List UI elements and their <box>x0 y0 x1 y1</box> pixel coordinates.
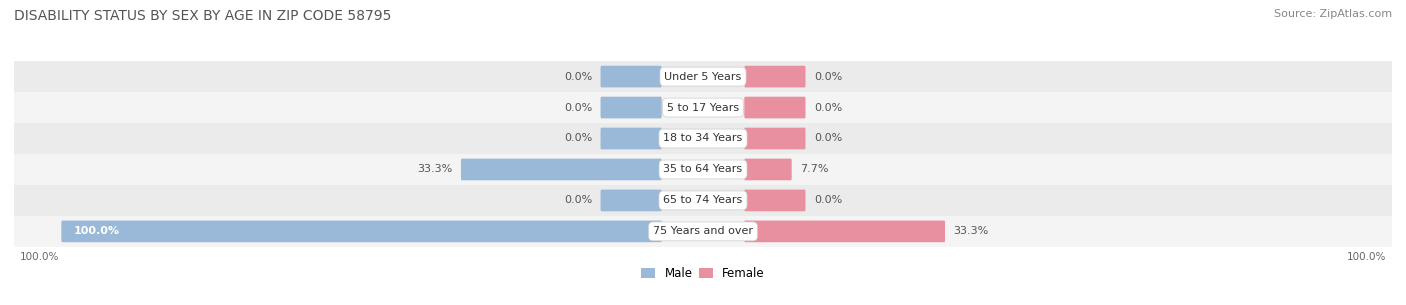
FancyBboxPatch shape <box>744 221 945 242</box>
FancyBboxPatch shape <box>600 97 662 118</box>
Text: 0.0%: 0.0% <box>564 134 592 143</box>
Text: 0.0%: 0.0% <box>814 102 842 113</box>
FancyBboxPatch shape <box>14 216 1392 247</box>
Text: 0.0%: 0.0% <box>814 134 842 143</box>
FancyBboxPatch shape <box>744 66 806 88</box>
Text: 0.0%: 0.0% <box>564 102 592 113</box>
Legend: Male, Female: Male, Female <box>641 267 765 280</box>
Text: DISABILITY STATUS BY SEX BY AGE IN ZIP CODE 58795: DISABILITY STATUS BY SEX BY AGE IN ZIP C… <box>14 9 391 23</box>
Text: 33.3%: 33.3% <box>418 164 453 174</box>
Text: Source: ZipAtlas.com: Source: ZipAtlas.com <box>1274 9 1392 19</box>
Text: 100.0%: 100.0% <box>1347 252 1386 262</box>
Text: 7.7%: 7.7% <box>800 164 828 174</box>
Text: 75 Years and over: 75 Years and over <box>652 226 754 236</box>
Text: Under 5 Years: Under 5 Years <box>665 72 741 81</box>
FancyBboxPatch shape <box>14 154 1392 185</box>
FancyBboxPatch shape <box>600 66 662 88</box>
FancyBboxPatch shape <box>744 190 806 211</box>
FancyBboxPatch shape <box>14 123 1392 154</box>
FancyBboxPatch shape <box>14 61 1392 92</box>
Text: 0.0%: 0.0% <box>814 196 842 206</box>
FancyBboxPatch shape <box>14 185 1392 216</box>
Text: 33.3%: 33.3% <box>953 226 988 236</box>
FancyBboxPatch shape <box>600 128 662 149</box>
Text: 5 to 17 Years: 5 to 17 Years <box>666 102 740 113</box>
FancyBboxPatch shape <box>14 92 1392 123</box>
Text: 100.0%: 100.0% <box>75 226 120 236</box>
FancyBboxPatch shape <box>461 159 662 180</box>
Text: 18 to 34 Years: 18 to 34 Years <box>664 134 742 143</box>
Text: 0.0%: 0.0% <box>814 72 842 81</box>
FancyBboxPatch shape <box>600 190 662 211</box>
Text: 35 to 64 Years: 35 to 64 Years <box>664 164 742 174</box>
FancyBboxPatch shape <box>62 221 662 242</box>
Text: 65 to 74 Years: 65 to 74 Years <box>664 196 742 206</box>
Text: 0.0%: 0.0% <box>564 196 592 206</box>
Text: 100.0%: 100.0% <box>20 252 59 262</box>
Text: 0.0%: 0.0% <box>564 72 592 81</box>
FancyBboxPatch shape <box>744 97 806 118</box>
FancyBboxPatch shape <box>744 128 806 149</box>
FancyBboxPatch shape <box>744 159 792 180</box>
